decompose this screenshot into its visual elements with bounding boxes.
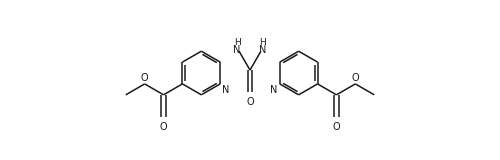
Text: O: O [160, 122, 168, 132]
Text: O: O [332, 122, 340, 132]
Text: N: N [270, 85, 278, 95]
Text: N: N [222, 85, 230, 95]
Text: H: H [260, 38, 266, 47]
Text: N: N [234, 45, 241, 55]
Text: O: O [141, 73, 148, 83]
Text: O: O [352, 73, 359, 83]
Text: N: N [259, 45, 266, 55]
Text: H: H [234, 38, 240, 47]
Text: O: O [246, 97, 254, 107]
